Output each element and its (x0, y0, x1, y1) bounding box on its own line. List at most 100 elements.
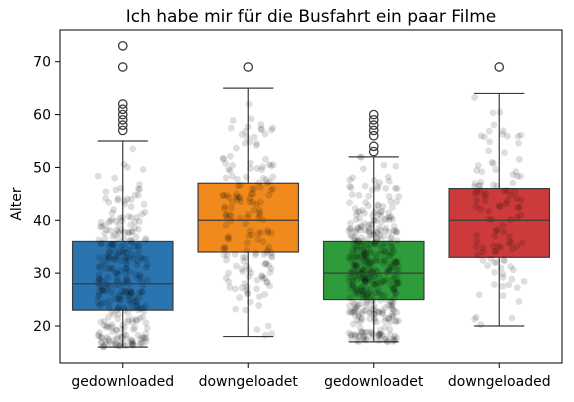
strip-point (367, 258, 375, 266)
strip-point (120, 342, 128, 350)
strip-point (248, 190, 255, 198)
strip-point (118, 226, 126, 234)
strip-point (132, 299, 140, 306)
strip-point (108, 328, 116, 335)
strip-point (261, 260, 268, 268)
strip-point (128, 315, 136, 323)
strip-point (351, 205, 359, 212)
strip-point (141, 208, 149, 216)
strip-point (98, 334, 105, 341)
strip-point (389, 312, 397, 320)
strip-point (389, 262, 396, 270)
strip-point (499, 282, 507, 290)
strip-point (350, 269, 358, 276)
strip-point (360, 252, 368, 260)
strip-point (368, 329, 376, 337)
strip-point (133, 316, 140, 324)
strip-point (358, 234, 366, 242)
strip-point (121, 228, 128, 236)
strip-point (501, 149, 508, 156)
outlier-point (117, 41, 128, 51)
strip-point (376, 179, 384, 187)
strip-point (486, 138, 493, 146)
box-group-2 (322, 109, 425, 346)
strip-point (376, 331, 383, 338)
strip-point (134, 257, 142, 265)
strip-point (384, 267, 392, 275)
strip-point (264, 322, 272, 330)
strip-point (118, 333, 126, 340)
strip-point (131, 324, 138, 332)
strip-point (253, 140, 261, 147)
strip-point (520, 277, 528, 285)
strip-point (365, 309, 373, 317)
strip-point (363, 285, 371, 293)
strip-point (380, 260, 388, 268)
strip-point (363, 270, 371, 278)
strip-point (381, 257, 389, 264)
strip-point (473, 188, 481, 196)
strip-point (379, 307, 387, 315)
strip-point (346, 176, 354, 184)
strip-point (517, 131, 525, 139)
strip-point (224, 234, 232, 242)
strip-point (352, 242, 360, 250)
strip-point (380, 161, 388, 169)
strip-point (106, 217, 114, 225)
strip-point (350, 239, 358, 247)
strip-point (387, 298, 395, 306)
strip-point (390, 264, 398, 272)
strip-point (98, 258, 106, 266)
strip-point (353, 246, 361, 254)
strip-point (104, 253, 112, 261)
strip-point (351, 254, 359, 261)
strip-point (391, 336, 399, 343)
strip-point (101, 235, 109, 243)
strip-point (363, 259, 371, 267)
strip-point (375, 332, 383, 340)
strip-point (134, 225, 142, 233)
strip-point (378, 207, 386, 215)
strip-point (113, 341, 121, 349)
strip-point (258, 272, 266, 280)
strip-point (268, 254, 276, 261)
strip-point (372, 257, 380, 265)
strip-point (223, 251, 231, 259)
strip-point (103, 322, 111, 330)
strip-point (267, 186, 275, 194)
strip-point (128, 228, 136, 236)
strip-point (123, 288, 131, 296)
strip-point (262, 260, 270, 267)
strip-point (360, 294, 367, 302)
strip-point (393, 309, 401, 316)
strip-point (355, 333, 363, 341)
strip-point (517, 172, 525, 180)
strip-point (359, 291, 367, 298)
strip-point (371, 250, 379, 258)
strip-point (131, 224, 139, 232)
strip-point (477, 205, 485, 213)
strip-point (106, 253, 113, 261)
strip-point (110, 255, 118, 263)
y-tick-label: 50 (33, 160, 51, 176)
strip-point (121, 197, 129, 205)
strip-point (114, 252, 122, 260)
strip-point (109, 240, 117, 248)
strip-point (263, 279, 271, 286)
strip-point (355, 224, 362, 232)
strip-point (362, 336, 370, 344)
strip-point (360, 165, 367, 173)
strip-point (108, 308, 116, 316)
strip-point (107, 265, 115, 273)
strip-point (226, 284, 234, 291)
strip-point (250, 133, 258, 141)
strip-point (349, 298, 357, 306)
strip-point (381, 317, 389, 325)
strip-point (119, 248, 127, 256)
strip-point (513, 284, 521, 292)
strip-point (243, 262, 251, 270)
x-tick-label-2: gedownloadet (324, 374, 424, 390)
strip-point (135, 293, 143, 301)
strip-point (500, 256, 507, 264)
strip-points-1 (219, 100, 277, 339)
